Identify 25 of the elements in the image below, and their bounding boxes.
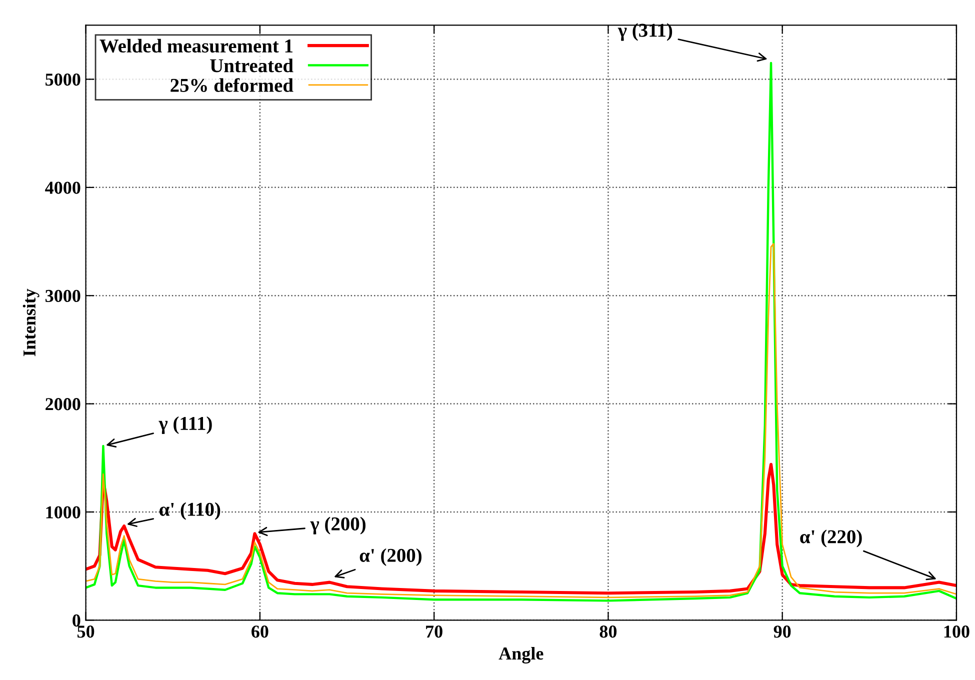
x-axis-title: Angle <box>498 646 544 664</box>
line-series <box>86 462 956 595</box>
y-tick-label: 2000 <box>46 398 80 410</box>
y-tick-label: 1000 <box>46 506 80 518</box>
y-tick-label: 4000 <box>45 182 80 194</box>
x-tick-label: 50 <box>77 626 94 638</box>
x-tick-label: 80 <box>600 626 617 638</box>
legend-label: Untreated <box>210 58 294 72</box>
y-tick-label: 3000 <box>46 290 80 302</box>
line-series <box>86 242 956 598</box>
annotation: γ (311) <box>618 23 672 41</box>
y-tick-label: 0 <box>72 614 80 627</box>
annotation: γ (200) <box>310 516 366 534</box>
annotation: α' (110) <box>160 502 220 520</box>
y-axis-title: Intensity <box>22 288 40 356</box>
x-tick-label: 100 <box>944 626 970 638</box>
x-tick-label: 60 <box>252 626 268 638</box>
x-tick-label: 70 <box>426 626 442 638</box>
annotation: α' (220) <box>800 530 862 548</box>
y-tick-label: 5000 <box>46 74 80 86</box>
x-tick-label: 90 <box>774 626 791 638</box>
legend-label: 25% deformed <box>170 78 294 92</box>
annotation: γ (111) <box>158 416 212 434</box>
legend-label: Welded measurement 1 <box>100 38 292 53</box>
annotation: α' (200) <box>360 548 422 566</box>
